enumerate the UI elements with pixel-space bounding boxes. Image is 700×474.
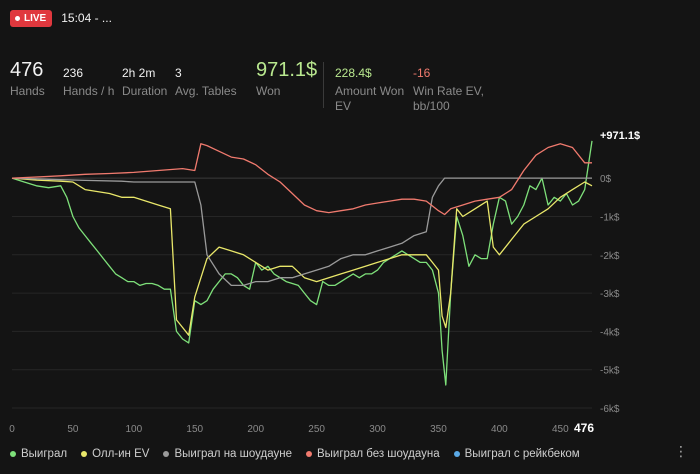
series-end-label: +971.1$ xyxy=(600,130,640,142)
legend-item[interactable]: Выиграл на шоудауне xyxy=(163,448,292,460)
x-tick-label: 100 xyxy=(126,424,143,435)
stat-hands-per-hour: 236 Hands / h xyxy=(63,60,114,99)
session-time: 15:04 - ... xyxy=(61,11,112,25)
stat-amount-won-ev-label-line2: EV xyxy=(335,99,352,113)
stat-win-rate-ev: -16 Win Rate EV, bb/100 xyxy=(413,60,484,114)
stat-hands-label: Hands xyxy=(10,84,45,98)
stat-avg-tables-label: Avg. Tables xyxy=(175,84,237,98)
x-tick-label: 250 xyxy=(308,424,325,435)
legend-label: Выиграл с рейкбеком xyxy=(464,448,580,460)
stat-hands: 476 Hands xyxy=(10,60,45,99)
stat-amount-won-ev-label: Amount Won EV xyxy=(335,84,404,114)
stat-avg-tables-value: 3 xyxy=(175,66,182,80)
stat-won-value: 971.1$ xyxy=(256,59,318,81)
x-tick-label: 150 xyxy=(186,424,203,435)
stat-win-rate-ev-label: Win Rate EV, bb/100 xyxy=(413,84,484,114)
stat-won-label: Won xyxy=(256,84,281,98)
stat-win-rate-ev-value: -16 xyxy=(413,66,431,80)
stat-amount-won-ev: 228.4$ Amount Won EV xyxy=(335,60,404,114)
live-badge[interactable]: LIVE xyxy=(10,9,53,27)
legend-dot-icon xyxy=(453,451,460,457)
chart-legend: Выиграл Олл-ин EV Выиграл на шоудауне Выигр… xyxy=(10,448,580,460)
top-bar: LIVE 15:04 - ... xyxy=(10,8,112,28)
y-tick-label: -5k$ xyxy=(600,366,620,377)
x-tick-label: 450 xyxy=(552,424,569,435)
stat-hands-per-hour-label: Hands / h xyxy=(63,84,115,98)
stat-amount-won-ev-label-line1: Amount Won xyxy=(335,84,405,98)
series-line-2 xyxy=(11,177,592,287)
stat-win-rate-ev-label-line1: Win Rate EV, xyxy=(413,84,484,98)
x-tick-label: 400 xyxy=(491,424,508,435)
x-end-label: 476 xyxy=(574,421,594,435)
legend-label: Выиграл без шоудауна xyxy=(316,448,440,460)
legend-label: Олл-ин EV xyxy=(92,448,150,460)
series-line-3 xyxy=(11,143,592,216)
y-tick-label: -3k$ xyxy=(600,289,620,300)
stat-hands-per-hour-value: 236 xyxy=(63,66,84,80)
profit-chart[interactable]: 0$ -1k$ -2k$ -3k$ -4k$ -5k$ -6k$ 0 50 100 150 200 25… xyxy=(0,120,700,442)
series-line-0 xyxy=(11,140,593,386)
legend-dot-icon xyxy=(81,451,88,457)
stat-won: 971.1$ Won xyxy=(256,60,317,99)
y-tick-label: -1k$ xyxy=(600,212,620,223)
live-label: LIVE xyxy=(24,12,47,24)
legend-label: Выиграл xyxy=(21,448,68,460)
stat-win-rate-ev-label-line2: bb/100 xyxy=(413,99,450,113)
legend-dot-icon xyxy=(305,451,312,457)
stat-amount-won-ev-value: 228.4$ xyxy=(335,66,372,80)
x-tick-label: 0 xyxy=(9,424,15,435)
legend-item[interactable]: Олл-ин EV xyxy=(81,448,149,460)
y-tick-label: 0$ xyxy=(600,174,612,185)
x-tick-label: 200 xyxy=(247,424,264,435)
series-line-1 xyxy=(11,177,593,336)
more-options-icon[interactable]: ⋮ xyxy=(674,443,688,459)
stat-duration: 2h 2m Duration xyxy=(122,60,167,99)
stat-avg-tables: 3 Avg. Tables xyxy=(175,60,237,99)
legend-item[interactable]: Выиграл без шоудауна xyxy=(305,448,440,460)
legend-dot-icon xyxy=(163,451,170,457)
stat-duration-label: Duration xyxy=(122,84,168,98)
legend-item[interactable]: Выиграл с рейкбеком xyxy=(453,448,580,460)
y-tick-label: -6k$ xyxy=(600,404,620,415)
legend-item[interactable]: Выиграл xyxy=(10,448,67,460)
legend-label: Выиграл на шоудауне xyxy=(174,448,292,460)
stat-duration-value: 2h 2m xyxy=(122,66,156,80)
x-tick-label: 300 xyxy=(369,424,386,435)
x-tick-label: 350 xyxy=(430,424,447,435)
y-tick-label: -2k$ xyxy=(600,251,620,262)
live-dot-icon xyxy=(15,15,20,21)
stat-hands-value: 476 xyxy=(10,59,44,81)
stats-divider xyxy=(323,62,324,108)
y-tick-label: -4k$ xyxy=(600,327,620,338)
legend-dot-icon xyxy=(10,451,16,457)
x-tick-label: 50 xyxy=(67,424,79,435)
